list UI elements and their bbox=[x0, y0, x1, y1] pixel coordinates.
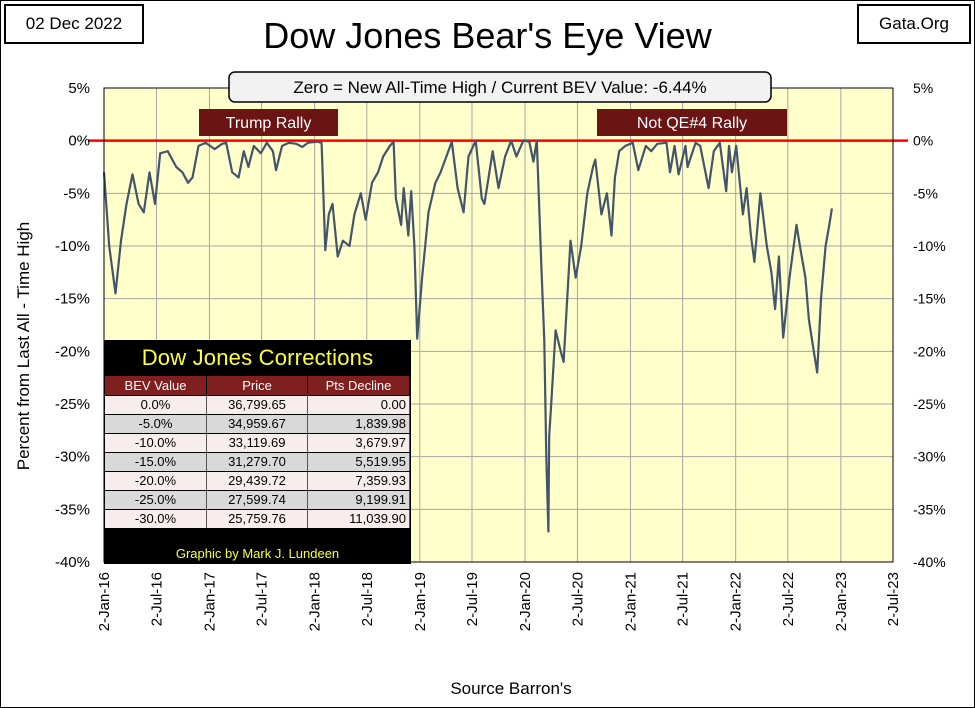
y-tick-label-right: -25% bbox=[913, 396, 946, 412]
y-tick-label-left: -30% bbox=[55, 449, 90, 466]
corrections-table-title: Dow Jones Corrections bbox=[141, 345, 374, 370]
site-label: Gata.Org bbox=[857, 4, 971, 44]
table-row: -15.0% 31,279.70 5,519.95 bbox=[105, 453, 410, 471]
table-row: -30.0% 25,759.76 11,039.90 bbox=[105, 510, 410, 528]
y-tick-label-right: -20% bbox=[913, 343, 946, 359]
cell-price: 34,959.67 bbox=[207, 415, 308, 433]
cell-decline: 7,359.93 bbox=[308, 472, 410, 490]
corrections-table-header: BEV Value Price Pts Decline bbox=[105, 376, 410, 395]
x-tick-label: 2-Jan-22 bbox=[728, 572, 745, 631]
table-row: -5.0% 34,959.67 1,839.98 bbox=[105, 415, 410, 433]
cell-price: 31,279.70 bbox=[207, 453, 308, 471]
x-tick-label: 2-Jul-21 bbox=[675, 572, 692, 626]
cell-bev: 0.0% bbox=[105, 396, 207, 414]
table-row: -20.0% 29,439.72 7,359.93 bbox=[105, 472, 410, 490]
y-tick-label-right: -35% bbox=[913, 501, 946, 517]
cell-bev: -10.0% bbox=[105, 434, 207, 452]
y-tick-label-left: 0% bbox=[68, 133, 90, 150]
table-row: -25.0% 27,599.74 9,199.91 bbox=[105, 491, 410, 509]
cell-bev: -20.0% bbox=[105, 472, 207, 490]
annotation-not-qe4-rally: Not QE#4 Rally bbox=[637, 115, 747, 132]
y-tick-label-left: -20% bbox=[55, 343, 90, 360]
cell-bev: -5.0% bbox=[105, 415, 207, 433]
x-axis-title: Source Barron's bbox=[450, 679, 571, 698]
y-tick-label-left: -15% bbox=[55, 291, 90, 308]
x-tick-label: 2-Jan-17 bbox=[201, 572, 218, 631]
y-tick-label-left: -40% bbox=[55, 554, 90, 571]
y-tick-label-left: -35% bbox=[55, 501, 90, 518]
header-price: Price bbox=[207, 376, 308, 395]
x-tick-label: 2-Jan-21 bbox=[622, 572, 639, 631]
cell-price: 25,759.76 bbox=[207, 510, 308, 528]
cell-decline: 5,519.95 bbox=[308, 453, 410, 471]
cell-bev: -25.0% bbox=[105, 491, 207, 509]
graphic-credit: Graphic by Mark J. Lundeen bbox=[105, 544, 410, 563]
annotation-trump-rally: Trump Rally bbox=[226, 115, 312, 132]
cell-bev: -30.0% bbox=[105, 510, 207, 528]
cell-decline: 0.00 bbox=[308, 396, 410, 414]
cell-price: 29,439.72 bbox=[207, 472, 308, 490]
x-tick-label: 2-Jul-20 bbox=[569, 572, 586, 626]
y-tick-label-left: 5% bbox=[68, 80, 90, 97]
y-tick-label-left: -5% bbox=[63, 185, 90, 202]
y-tick-label-left: -25% bbox=[55, 396, 90, 413]
y-tick-label-right: -5% bbox=[913, 185, 938, 201]
y-tick-label-left: -10% bbox=[55, 238, 90, 255]
annotation-trump-rally-box bbox=[199, 109, 338, 136]
x-tick-label: 2-Jul-18 bbox=[359, 572, 376, 626]
x-axis-ticks: 2-Jan-16 2-Jul-16 2-Jan-17 2-Jul-17 2-Jan-18… bbox=[96, 572, 902, 631]
y-tick-label-right: -40% bbox=[913, 554, 946, 570]
x-tick-label: 2-Jul-16 bbox=[148, 572, 165, 626]
cell-decline: 1,839.98 bbox=[308, 415, 410, 433]
header-bev-value: BEV Value bbox=[105, 376, 207, 395]
x-tick-label: 2-Jan-20 bbox=[517, 572, 534, 631]
y-axis-left-ticks: 5% 0% -5% -10% -15% -20% -25% -30% -35% -40% bbox=[55, 80, 90, 571]
cell-decline: 9,199.91 bbox=[308, 491, 410, 509]
cell-bev: -15.0% bbox=[105, 453, 207, 471]
y-axis-title: Percent from Last All - Time High bbox=[14, 222, 33, 470]
x-tick-label: 2-Jan-18 bbox=[307, 572, 324, 631]
cell-decline: 11,039.90 bbox=[308, 510, 410, 528]
x-tick-label: 2-Jul-17 bbox=[254, 572, 271, 626]
cell-price: 36,799.65 bbox=[207, 396, 308, 414]
y-tick-label-right: 5% bbox=[913, 80, 933, 96]
y-axis-right-ticks: 5% 0% -5% -10% -15% -20% -25% -30% -35% -40% bbox=[913, 80, 946, 570]
date-label: 02 Dec 2022 bbox=[4, 4, 144, 44]
cell-price: 27,599.74 bbox=[207, 491, 308, 509]
series-line-bev bbox=[102, 139, 833, 533]
y-tick-label-right: 0% bbox=[913, 133, 933, 149]
x-tick-label: 2-Jan-19 bbox=[412, 572, 429, 631]
annotation-not-qe4-rally-box bbox=[597, 109, 787, 136]
x-tick-label: 2-Jan-23 bbox=[833, 572, 850, 631]
x-tick-label: 2-Jul-19 bbox=[464, 572, 481, 626]
subtitle-box bbox=[228, 71, 772, 103]
y-tick-label-right: -15% bbox=[913, 291, 946, 307]
x-tick-label: 2-Jul-22 bbox=[780, 572, 797, 626]
table-row: 0.0% 36,799.65 0.00 bbox=[105, 396, 410, 414]
cell-decline: 3,679.97 bbox=[308, 434, 410, 452]
x-tick-label: 2-Jul-23 bbox=[885, 572, 902, 626]
table-row: -10.0% 33,119.69 3,679.97 bbox=[105, 434, 410, 452]
subtitle-text: Zero = New All-Time High / Current BEV V… bbox=[293, 78, 706, 97]
y-tick-label-right: -30% bbox=[913, 449, 946, 465]
cell-price: 33,119.69 bbox=[207, 434, 308, 452]
y-tick-label-right: -10% bbox=[913, 238, 946, 254]
header-pts-decline: Pts Decline bbox=[308, 376, 410, 395]
corrections-table: Dow Jones Corrections BEV Value Price Pt… bbox=[104, 340, 411, 564]
chart-title: Dow Jones Bear's Eye View bbox=[263, 15, 712, 56]
x-tick-label: 2-Jan-16 bbox=[96, 572, 113, 631]
